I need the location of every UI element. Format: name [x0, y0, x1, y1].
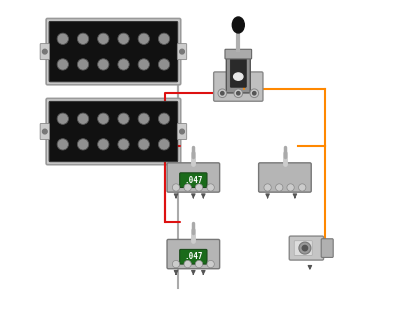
Circle shape	[218, 89, 227, 98]
FancyBboxPatch shape	[40, 124, 50, 140]
Circle shape	[299, 242, 311, 254]
Circle shape	[77, 59, 89, 70]
Circle shape	[195, 260, 203, 268]
Circle shape	[237, 92, 240, 95]
FancyBboxPatch shape	[226, 52, 250, 93]
Circle shape	[298, 184, 306, 191]
Circle shape	[118, 33, 129, 45]
Circle shape	[158, 113, 170, 125]
Circle shape	[207, 260, 214, 268]
FancyBboxPatch shape	[49, 101, 178, 162]
Circle shape	[57, 33, 68, 45]
Circle shape	[138, 113, 150, 125]
FancyBboxPatch shape	[259, 163, 311, 192]
FancyBboxPatch shape	[214, 72, 263, 101]
Circle shape	[221, 92, 224, 95]
Ellipse shape	[234, 73, 243, 80]
Circle shape	[57, 139, 68, 150]
Circle shape	[158, 33, 170, 45]
Circle shape	[118, 139, 129, 150]
Circle shape	[98, 113, 109, 125]
FancyBboxPatch shape	[225, 49, 252, 59]
Circle shape	[184, 260, 191, 268]
FancyBboxPatch shape	[294, 241, 312, 255]
Circle shape	[158, 139, 170, 150]
Circle shape	[77, 113, 89, 125]
Circle shape	[276, 184, 283, 191]
Text: .047: .047	[184, 175, 202, 185]
Circle shape	[180, 129, 184, 134]
FancyBboxPatch shape	[230, 56, 246, 87]
FancyBboxPatch shape	[40, 44, 50, 60]
Circle shape	[207, 184, 214, 191]
Circle shape	[77, 139, 89, 150]
FancyBboxPatch shape	[177, 124, 187, 140]
Circle shape	[184, 184, 191, 191]
FancyBboxPatch shape	[321, 239, 333, 257]
FancyBboxPatch shape	[180, 249, 207, 264]
FancyBboxPatch shape	[180, 173, 207, 187]
Ellipse shape	[232, 17, 244, 33]
Circle shape	[138, 33, 150, 45]
Circle shape	[118, 59, 129, 70]
FancyBboxPatch shape	[167, 163, 220, 192]
FancyBboxPatch shape	[46, 99, 181, 165]
Circle shape	[172, 260, 180, 268]
Circle shape	[250, 89, 259, 98]
FancyBboxPatch shape	[49, 21, 178, 82]
FancyBboxPatch shape	[46, 19, 181, 85]
Circle shape	[138, 139, 150, 150]
Circle shape	[42, 129, 47, 134]
FancyBboxPatch shape	[167, 239, 220, 269]
FancyBboxPatch shape	[177, 44, 187, 60]
Circle shape	[138, 59, 150, 70]
FancyBboxPatch shape	[289, 236, 324, 260]
Circle shape	[234, 89, 243, 98]
Circle shape	[158, 59, 170, 70]
Circle shape	[42, 49, 47, 54]
Circle shape	[98, 33, 109, 45]
Circle shape	[302, 245, 308, 251]
Text: .047: .047	[184, 252, 202, 261]
Circle shape	[253, 92, 256, 95]
Circle shape	[287, 184, 294, 191]
Circle shape	[264, 184, 271, 191]
Circle shape	[57, 59, 68, 70]
Circle shape	[195, 184, 203, 191]
Circle shape	[180, 49, 184, 54]
Circle shape	[118, 113, 129, 125]
Circle shape	[77, 33, 89, 45]
Circle shape	[172, 184, 180, 191]
Circle shape	[98, 139, 109, 150]
Circle shape	[57, 113, 68, 125]
Circle shape	[98, 59, 109, 70]
